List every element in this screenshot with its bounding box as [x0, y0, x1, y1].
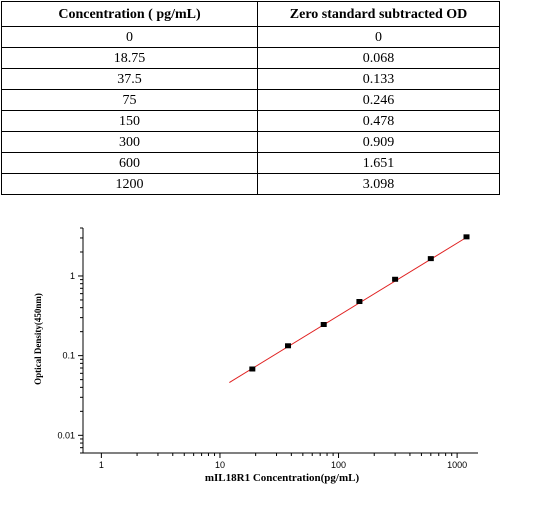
standard-curve-chart: 1 10 100 1000 0.01 0.1 1 mIL18R1 Concentration… [33, 227, 478, 484]
cell-concentration: 0 [1, 26, 258, 48]
cell-concentration: 1200 [1, 173, 258, 195]
data-point [392, 276, 399, 282]
table-row: 600 1.651 [1, 152, 500, 174]
data-point [463, 234, 470, 240]
data-point [320, 321, 327, 327]
cell-concentration: 18.75 [1, 47, 258, 69]
y-tick-label: 1 [70, 271, 75, 281]
y-tick-label: 0.01 [57, 430, 75, 440]
table-row: 150 0.478 [1, 110, 500, 132]
cell-od: 0.246 [257, 89, 500, 111]
cell-od: 1.651 [257, 152, 500, 174]
data-points-layer [249, 234, 470, 372]
data-point [249, 366, 256, 372]
cell-od: 0.133 [257, 68, 500, 90]
standard-curve-table: Concentration ( pg/mL) Zero standard sub… [1, 1, 500, 195]
y-tick-label: 0.1 [62, 351, 75, 361]
table-row: 18.75 0.068 [1, 47, 500, 69]
header-concentration: Concentration ( pg/mL) [1, 1, 258, 27]
fit-line-layer [229, 236, 467, 383]
x-tick-label: 100 [331, 460, 346, 470]
axes: 1 10 100 1000 0.01 0.1 1 [57, 227, 478, 470]
data-point [285, 343, 292, 349]
cell-concentration: 37.5 [1, 68, 258, 90]
cell-concentration: 150 [1, 110, 258, 132]
table-row: 37.5 0.133 [1, 68, 500, 90]
cell-od: 0.478 [257, 110, 500, 132]
cell-od: 3.098 [257, 173, 500, 195]
cell-concentration: 75 [1, 89, 258, 111]
y-axis-label: Optical Density(450nm) [33, 293, 43, 385]
cell-concentration: 600 [1, 152, 258, 174]
table-row: 75 0.246 [1, 89, 500, 111]
table-row: 1200 3.098 [1, 173, 500, 195]
x-tick-label: 1 [99, 460, 104, 470]
x-tick-label: 10 [215, 460, 225, 470]
cell-od: 0.068 [257, 47, 500, 69]
cell-concentration: 300 [1, 131, 258, 153]
x-tick-label: 1000 [447, 460, 467, 470]
table-row: 300 0.909 [1, 131, 500, 153]
data-point [356, 299, 363, 305]
cell-od: 0 [257, 26, 500, 48]
cell-od: 0.909 [257, 131, 500, 153]
x-axis-label: mIL18R1 Concentration(pg/mL) [205, 472, 360, 484]
data-point [427, 256, 434, 262]
table-header-row: Concentration ( pg/mL) Zero standard sub… [1, 1, 500, 27]
header-od: Zero standard subtracted OD [257, 1, 500, 27]
fit-line [229, 236, 467, 383]
